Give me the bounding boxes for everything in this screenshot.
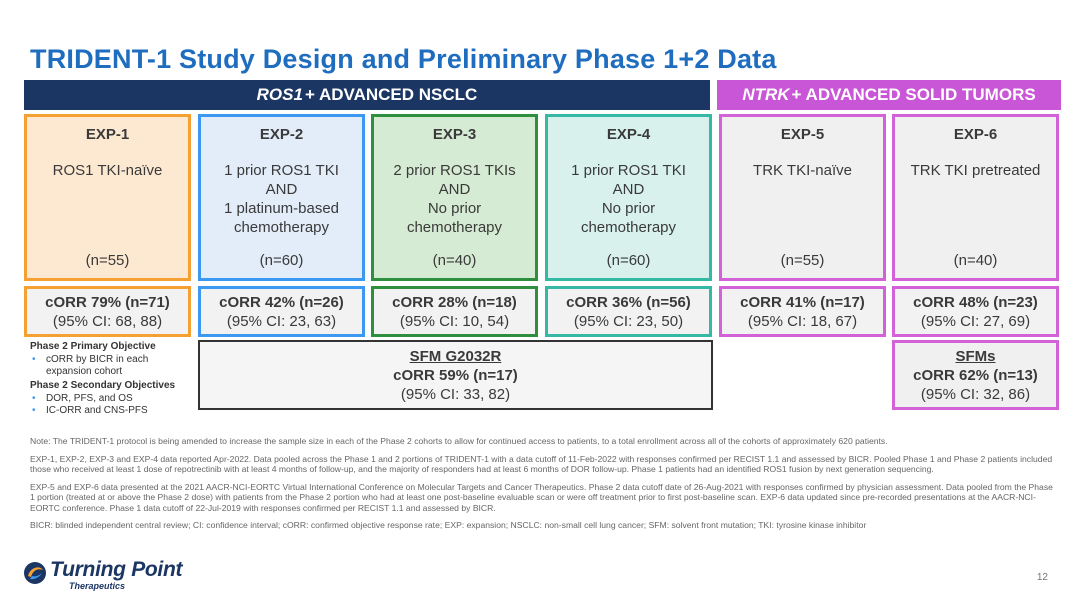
corr-result-exp-2: cORR 42% (n=26) (95% CI: 23, 63) xyxy=(198,286,365,337)
logo-name: Turning Point xyxy=(50,558,183,581)
sfm-g2032r-box: SFM G2032R cORR 59% (n=17) (95% CI: 33, … xyxy=(198,340,713,410)
confidence-interval: (95% CI: 68, 88) xyxy=(52,312,163,330)
cohort-heading: EXP-2 xyxy=(259,126,304,143)
footnote: Note: The TRIDENT-1 protocol is being am… xyxy=(30,436,888,446)
cohort-description-line: 1 platinum-based xyxy=(223,200,340,217)
swirl-logo-icon xyxy=(24,562,46,584)
logo-subtitle: Therapeutics xyxy=(69,581,126,591)
cohort-description-line: AND xyxy=(612,181,645,198)
ntrk-gene-label: NTRK xyxy=(742,85,790,104)
cohort-box-exp-4: EXP-4 1 prior ROS1 TKI AND No prior chem… xyxy=(545,114,712,281)
sfms-title: SFMs xyxy=(955,347,996,365)
confidence-interval: (95% CI: 27, 69) xyxy=(920,312,1031,330)
corr-value: cORR 36% (n=56) xyxy=(566,293,691,311)
cohort-heading: EXP-6 xyxy=(953,126,998,143)
primary-objective-list: cORR by BICR in each expansion cohort xyxy=(30,354,195,378)
cohort-description-line: AND xyxy=(438,181,471,198)
cohort-sample-size: (n=40) xyxy=(432,252,477,269)
confidence-interval: (95% CI: 32, 86) xyxy=(920,385,1031,403)
cohort-heading: EXP-5 xyxy=(780,126,825,143)
cohort-sample-size: (n=40) xyxy=(953,252,998,269)
cohort-description-line: 1 prior ROS1 TKI xyxy=(224,162,339,179)
cohort-description-line: chemotherapy xyxy=(580,219,677,236)
primary-objective-heading: Phase 2 Primary Objective xyxy=(30,341,156,352)
corr-result-exp-6: cORR 48% (n=23) (95% CI: 27, 69) xyxy=(892,286,1059,337)
cohort-description: TRK TKI-naïve xyxy=(753,161,852,180)
footnote: EXP-5 and EXP-6 data presented at the 20… xyxy=(30,481,1053,513)
footnote: EXP-1, EXP-2, EXP-3 and EXP-4 data repor… xyxy=(30,453,1053,475)
cohort-description-line: TRK TKI-naïve xyxy=(753,162,852,179)
corr-value: cORR 42% (n=26) xyxy=(219,293,344,311)
secondary-objectives-list: DOR, PFS, and OS IC-ORR and CNS-PFS xyxy=(30,393,195,417)
corr-value: cORR 41% (n=17) xyxy=(740,293,865,311)
confidence-interval: (95% CI: 23, 50) xyxy=(573,312,684,330)
cohort-description-line: TRK TKI pretreated xyxy=(910,162,1041,179)
turning-point-logo: Turning Point Therapeutics xyxy=(23,558,193,594)
confidence-interval: (95% CI: 33, 82) xyxy=(400,385,511,403)
cohort-description-line: No prior xyxy=(427,200,482,217)
sfms-box: SFMs cORR 62% (n=13) (95% CI: 32, 86) xyxy=(892,340,1059,410)
corr-value: cORR 62% (n=13) xyxy=(913,366,1038,384)
corr-value: cORR 59% (n=17) xyxy=(393,366,518,384)
objective-item: DOR, PFS, and OS xyxy=(30,393,195,405)
cohort-heading: EXP-4 xyxy=(606,126,651,143)
sfm-g2032r-title: SFM G2032R xyxy=(409,347,502,365)
corr-value: cORR 28% (n=18) xyxy=(392,293,517,311)
ntrk-solid-tumors-band: NTRK + ADVANCED SOLID TUMORS xyxy=(717,80,1061,110)
cohort-heading: EXP-3 xyxy=(432,126,477,143)
footnote: BICR: blinded independent central review… xyxy=(30,520,867,530)
corr-result-exp-5: cORR 41% (n=17) (95% CI: 18, 67) xyxy=(719,286,886,337)
objective-item: cORR by BICR in each expansion cohort xyxy=(30,354,195,378)
cohort-description-line: ROS1 TKI-naïve xyxy=(52,162,163,179)
cohort-description: 1 prior ROS1 TKI AND 1 platinum-based ch… xyxy=(224,161,339,237)
ros1-nsclc-band: ROS1 + ADVANCED NSCLC xyxy=(24,80,710,110)
secondary-objectives-heading: Phase 2 Secondary Objectives xyxy=(30,380,176,391)
corr-result-exp-4: cORR 36% (n=56) (95% CI: 23, 50) xyxy=(545,286,712,337)
confidence-interval: (95% CI: 18, 67) xyxy=(747,312,858,330)
cohort-description-line: AND xyxy=(265,181,298,198)
ros1-gene-label: ROS1 xyxy=(256,85,303,104)
cohort-box-exp-2: EXP-2 1 prior ROS1 TKI AND 1 platinum-ba… xyxy=(198,114,365,281)
cohort-sample-size: (n=60) xyxy=(259,252,304,269)
cohort-description: 1 prior ROS1 TKI AND No prior chemothera… xyxy=(571,161,686,237)
corr-value: cORR 79% (n=71) xyxy=(45,293,170,311)
cohort-box-exp-6: EXP-6 TRK TKI pretreated (n=40) xyxy=(892,114,1059,281)
corr-result-exp-3: cORR 28% (n=18) (95% CI: 10, 54) xyxy=(371,286,538,337)
corr-value: cORR 48% (n=23) xyxy=(913,293,1038,311)
cohort-description-line: chemotherapy xyxy=(406,219,503,236)
confidence-interval: (95% CI: 10, 54) xyxy=(399,312,510,330)
page-number: 12 xyxy=(1036,572,1048,583)
footnotes: Note: The TRIDENT-1 protocol is being am… xyxy=(30,436,1055,538)
cohort-description: ROS1 TKI-naïve xyxy=(53,161,163,180)
corr-result-exp-1: cORR 79% (n=71) (95% CI: 68, 88) xyxy=(24,286,191,337)
phase2-objectives: Phase 2 Primary Objective cORR by BICR i… xyxy=(30,341,195,419)
cohort-box-exp-1: EXP-1 ROS1 TKI-naïve (n=55) xyxy=(24,114,191,281)
confidence-interval: (95% CI: 23, 63) xyxy=(226,312,337,330)
cohort-heading: EXP-1 xyxy=(85,126,130,143)
cohort-sample-size: (n=60) xyxy=(606,252,651,269)
cohort-description: TRK TKI pretreated xyxy=(911,161,1041,180)
cohort-description: 2 prior ROS1 TKIs AND No prior chemother… xyxy=(393,161,515,237)
ros1-band-label: + ADVANCED NSCLC xyxy=(304,85,478,104)
slide-title: TRIDENT-1 Study Design and Preliminary P… xyxy=(30,44,777,74)
cohort-description-line: No prior xyxy=(601,200,656,217)
objective-item: IC-ORR and CNS-PFS xyxy=(30,405,195,417)
cohort-description-line: 1 prior ROS1 TKI xyxy=(571,162,686,179)
cohort-sample-size: (n=55) xyxy=(85,252,130,269)
cohort-sample-size: (n=55) xyxy=(780,252,825,269)
cohort-box-exp-5: EXP-5 TRK TKI-naïve (n=55) xyxy=(719,114,886,281)
cohort-description-line: 2 prior ROS1 TKIs xyxy=(393,162,516,179)
ntrk-band-label: + ADVANCED SOLID TUMORS xyxy=(791,85,1036,104)
cohort-description-line: chemotherapy xyxy=(233,219,330,236)
cohort-box-exp-3: EXP-3 2 prior ROS1 TKIs AND No prior che… xyxy=(371,114,538,281)
